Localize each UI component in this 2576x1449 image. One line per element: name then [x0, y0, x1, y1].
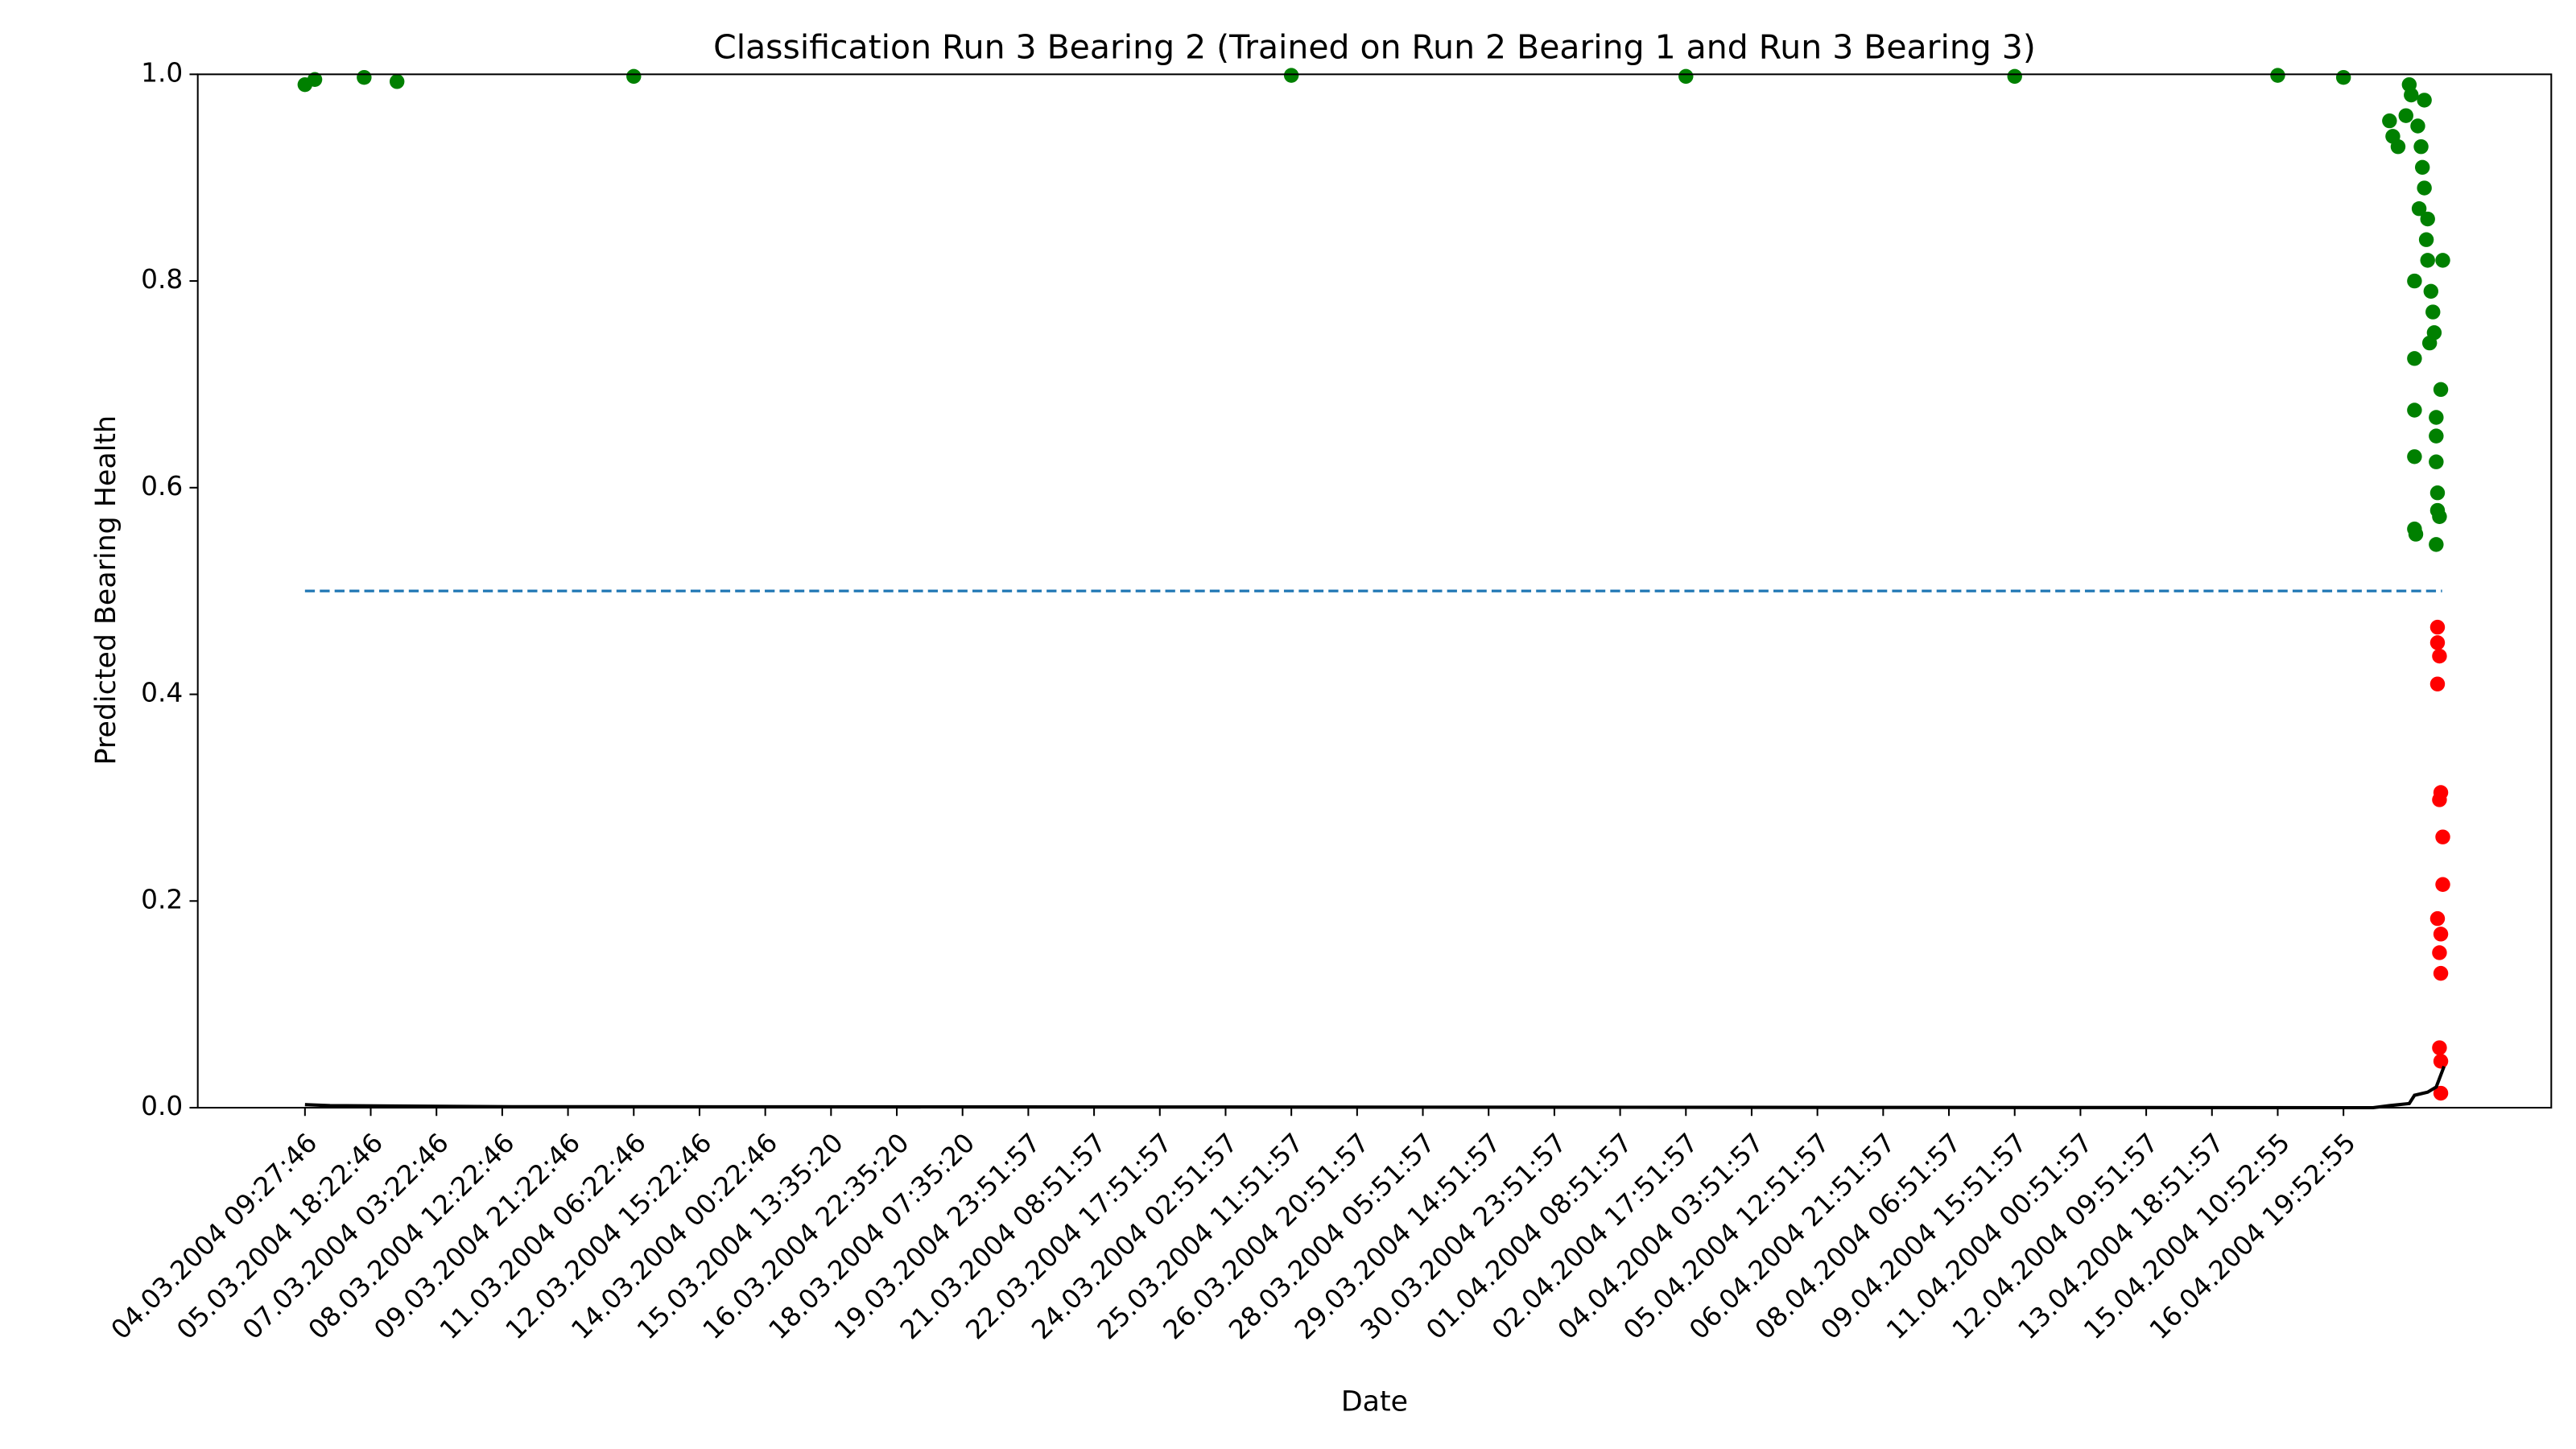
point: [2382, 113, 2397, 129]
chart-title: Classification Run 3 Bearing 2 (Trained …: [713, 28, 2036, 67]
point: [2433, 1085, 2449, 1101]
point: [2433, 927, 2449, 942]
point: [2432, 648, 2447, 664]
y-tick-label: 1.0: [141, 57, 183, 88]
series-line: [304, 1065, 2446, 1110]
point: [2435, 829, 2450, 844]
point: [2420, 211, 2435, 227]
point: [2413, 138, 2429, 155]
point: [2429, 454, 2444, 469]
x-axis-label: Date: [1341, 1385, 1408, 1418]
point: [2429, 676, 2446, 691]
point: [2433, 1054, 2449, 1069]
point: [2432, 509, 2447, 524]
point: [2411, 200, 2427, 217]
point: [2425, 304, 2441, 320]
point: [2429, 485, 2446, 501]
point: [2417, 180, 2432, 196]
point: [2410, 118, 2425, 134]
point: [2007, 68, 2022, 85]
point: [2404, 87, 2419, 103]
point: [2420, 253, 2435, 268]
point: [2429, 410, 2444, 425]
point: [2407, 449, 2422, 464]
y-tick-label: 0.4: [141, 678, 183, 708]
point: [2407, 402, 2422, 418]
point: [2270, 68, 2285, 83]
point: [2432, 1040, 2447, 1055]
y-tick-label: 0.6: [141, 471, 183, 502]
point: [2423, 283, 2439, 299]
point: [2429, 619, 2446, 635]
point: [389, 74, 405, 89]
point: [2408, 526, 2424, 542]
point: [2435, 253, 2450, 268]
point: [2432, 945, 2447, 960]
point: [2398, 108, 2413, 123]
y-tick-label: 0.8: [141, 264, 183, 295]
point: [2433, 382, 2449, 398]
point: [2429, 635, 2446, 650]
point: [2407, 273, 2422, 289]
point: [2429, 537, 2444, 552]
plot-frame: [196, 73, 2553, 1109]
y-tick-label: 0.0: [141, 1091, 183, 1121]
point: [2433, 965, 2449, 981]
point: [357, 69, 372, 85]
point: [1283, 68, 1299, 83]
point: [2429, 428, 2444, 444]
point: [2432, 792, 2447, 807]
y-tick-label: 0.2: [141, 884, 183, 914]
point: [2335, 69, 2351, 85]
point: [626, 68, 642, 85]
point: [2407, 351, 2422, 366]
point: [2435, 877, 2450, 892]
point: [2390, 138, 2406, 155]
point: [2414, 159, 2430, 175]
point: [2426, 325, 2442, 341]
y-axis-label: Predicted Bearing Health: [90, 415, 122, 765]
point: [2429, 910, 2446, 927]
point: [307, 72, 323, 87]
point: [2417, 93, 2432, 108]
point: [1678, 68, 1694, 85]
point: [2418, 232, 2434, 247]
